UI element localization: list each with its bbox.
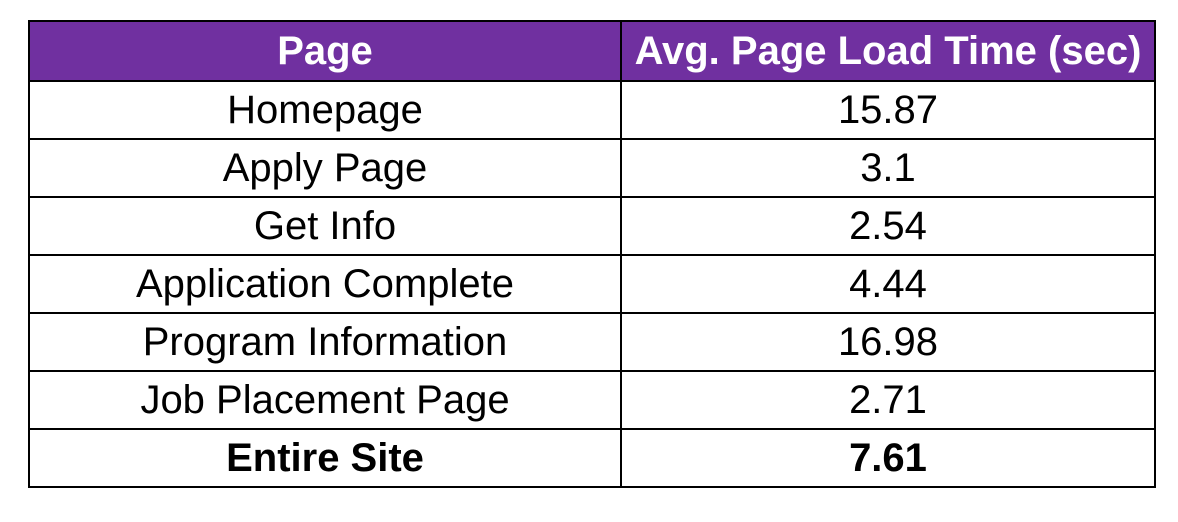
load-time-cell: 2.71 — [620, 370, 1156, 430]
page-cell: Job Placement Page — [28, 370, 622, 430]
total-load-time-cell: 7.61 — [620, 428, 1156, 488]
table-row: Application Complete 4.44 — [28, 254, 1156, 314]
page-cell: Application Complete — [28, 254, 622, 314]
total-page-cell: Entire Site — [28, 428, 622, 488]
load-time-cell: 16.98 — [620, 312, 1156, 372]
page-load-time-table: Page Avg. Page Load Time (sec) Homepage … — [28, 20, 1156, 488]
column-header-page: Page — [28, 20, 622, 82]
table-row: Program Information 16.98 — [28, 312, 1156, 372]
table-row: Job Placement Page 2.71 — [28, 370, 1156, 430]
load-time-cell: 4.44 — [620, 254, 1156, 314]
table-header-row: Page Avg. Page Load Time (sec) — [28, 20, 1156, 82]
page-cell: Program Information — [28, 312, 622, 372]
table-row: Get Info 2.54 — [28, 196, 1156, 256]
column-header-load-time: Avg. Page Load Time (sec) — [620, 20, 1156, 82]
load-time-cell: 15.87 — [620, 80, 1156, 140]
page-cell: Homepage — [28, 80, 622, 140]
load-time-cell: 3.1 — [620, 138, 1156, 198]
page-cell: Get Info — [28, 196, 622, 256]
total-row: Entire Site 7.61 — [28, 428, 1156, 488]
load-time-cell: 2.54 — [620, 196, 1156, 256]
page-cell: Apply Page — [28, 138, 622, 198]
table-row: Apply Page 3.1 — [28, 138, 1156, 198]
table-row: Homepage 15.87 — [28, 80, 1156, 140]
